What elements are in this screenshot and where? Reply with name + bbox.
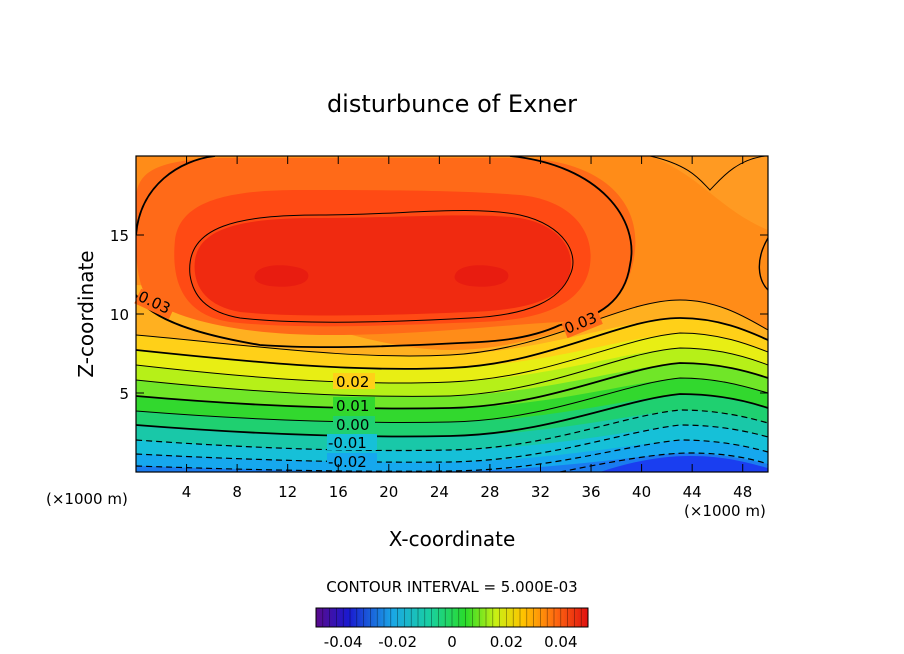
colorbar-tick-label-3: 0.02 <box>490 633 523 651</box>
colorbar-ticks: -0.04 -0.02 0 0.02 0.04 <box>324 633 578 651</box>
x-axis-label: X-coordinate <box>389 527 516 551</box>
x-tick-label-12: 12 <box>278 483 297 501</box>
contour-label-neg-0-01: -0.01 <box>328 434 367 452</box>
x-tick-label-16: 16 <box>329 483 348 501</box>
x-tick-label-20: 20 <box>379 483 398 501</box>
contour-field <box>136 156 768 472</box>
contour-label-0-00: 0.00 <box>336 416 369 434</box>
y-axis: 5 10 15 <box>110 227 768 403</box>
x-tick-label-4: 4 <box>182 483 192 501</box>
colorbar-tick-label-0: -0.04 <box>324 633 363 651</box>
x-axis: 4 8 12 16 20 24 28 32 36 40 44 48 <box>182 156 752 501</box>
x-unit-left: (×1000 m) <box>46 490 128 508</box>
contour-label-neg-0-02: -0.02 <box>328 453 367 471</box>
x-tick-label-28: 28 <box>480 483 499 501</box>
x-unit-right: (×1000 m) <box>684 502 766 520</box>
contour-lines <box>136 156 768 472</box>
chart-title: disturbunce of Exner <box>327 90 577 118</box>
x-tick-label-44: 44 <box>683 483 702 501</box>
x-tick-label-24: 24 <box>430 483 449 501</box>
colorbar-tick-label-1: -0.02 <box>378 633 417 651</box>
colorbar-tick-label-4: 0.04 <box>544 633 577 651</box>
x-tick-label-40: 40 <box>632 483 651 501</box>
colorbar-segment-lines <box>322 608 582 627</box>
x-tick-label-36: 36 <box>581 483 600 501</box>
x-tick-label-32: 32 <box>531 483 550 501</box>
contour-interval-text: CONTOUR INTERVAL = 5.000E-03 <box>326 578 577 596</box>
x-tick-label-48: 48 <box>733 483 752 501</box>
y-tick-label-10: 10 <box>110 306 129 324</box>
y-tick-label-15: 15 <box>110 227 129 245</box>
contour-label-0-01: 0.01 <box>336 397 369 415</box>
colorbar-tick-label-2: 0 <box>447 633 457 651</box>
y-axis-label: Z-coordinate <box>74 250 98 377</box>
x-tick-label-8: 8 <box>232 483 242 501</box>
contour-label-0-02: 0.02 <box>336 373 369 391</box>
y-tick-label-5: 5 <box>119 385 129 403</box>
